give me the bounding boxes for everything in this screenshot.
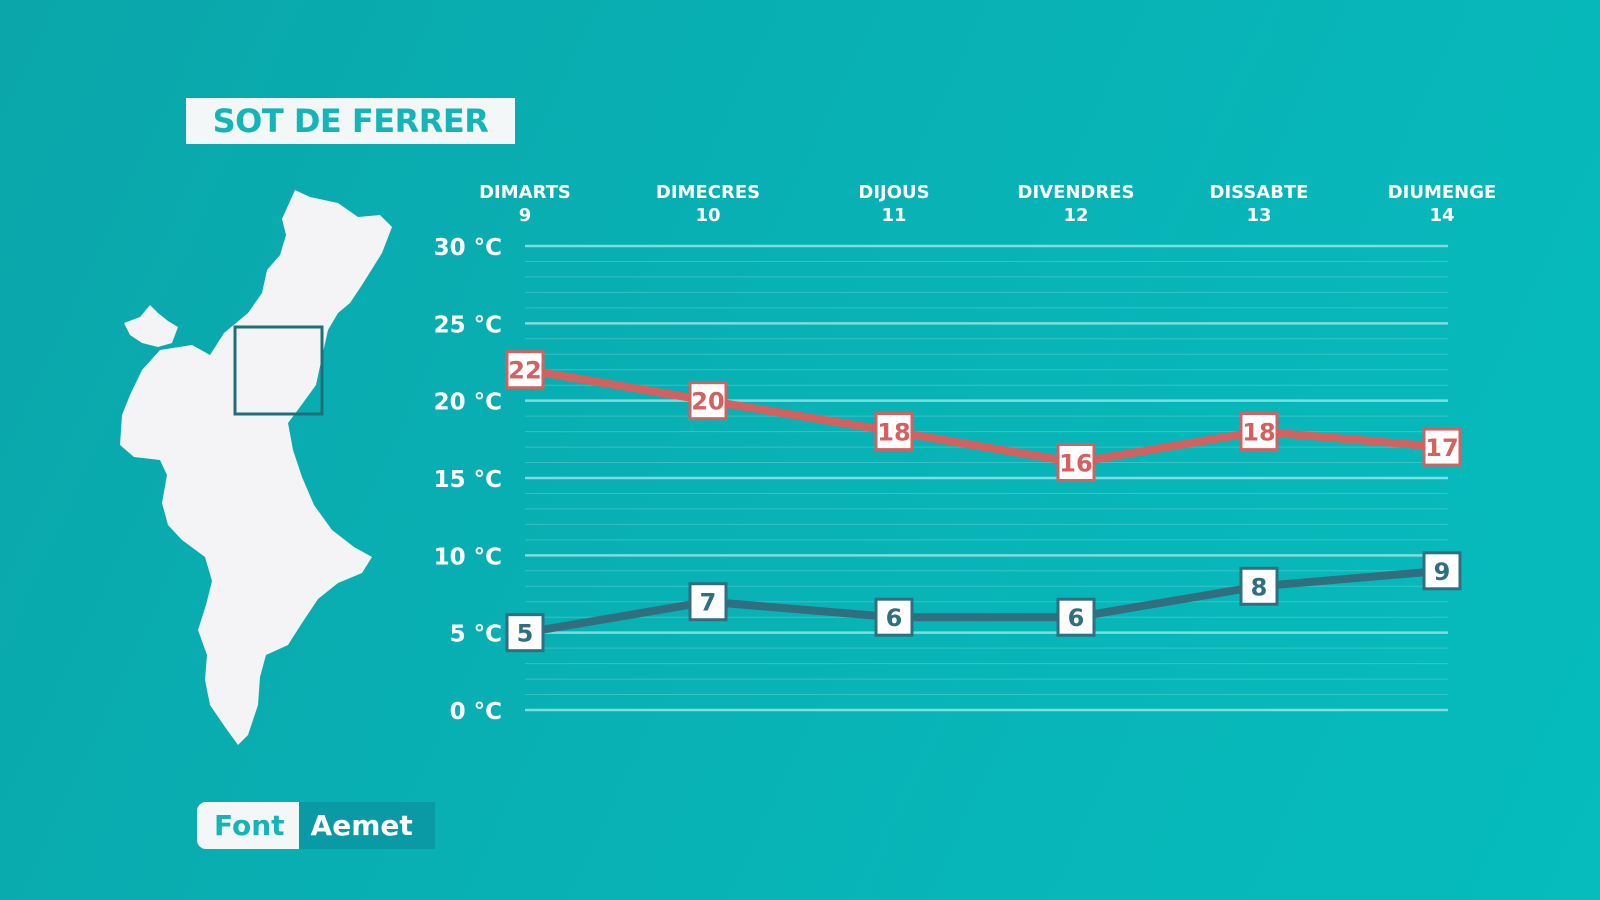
max-temp-data-label: 18 [1242,419,1275,447]
max-temp-point [505,350,545,390]
location-frame [233,325,324,416]
day-date-label: 10 [695,205,720,226]
y-tick-label: 30 °C [434,235,502,261]
min-temp-data-label: 7 [700,589,717,617]
min-temp-point [1056,597,1096,637]
day-date-label: 12 [1063,205,1088,226]
max-temp-point [1056,443,1096,483]
region-shape [120,190,392,745]
y-tick-label: 10 °C [434,544,502,570]
y-tick-label: 20 °C [434,390,502,416]
day-date-label: 13 [1246,205,1271,226]
min-temp-point [874,597,914,637]
min-temp-data-label: 9 [1434,558,1451,586]
location-title-box: SOT DE FERRER [186,98,515,144]
min-temp-point [1422,551,1462,591]
y-tick-label: 25 °C [434,312,502,338]
max-temp-point [1239,412,1279,452]
source-label: Font [197,802,299,849]
min-temp-point [505,613,545,653]
min-temp-data-label: 6 [886,604,903,632]
region-map [110,185,410,760]
location-title: SOT DE FERRER [212,102,489,140]
min-temp-data-label: 6 [1068,604,1085,632]
min-temp-data-label: 8 [1251,573,1268,601]
max-temp-data-label: 22 [508,357,541,385]
y-tick-label: 5 °C [450,622,502,648]
day-name-label: DIUMENGE [1388,182,1497,203]
max-temp-point [874,412,914,452]
min-temp-data-label: 5 [517,620,534,648]
region-map-icon [120,190,392,745]
day-name-label: DISSABTE [1210,182,1309,203]
day-date-label: 14 [1429,205,1454,226]
max-temp-data-label: 20 [691,388,724,416]
day-name-label: DIJOUS [858,182,929,203]
min-temp-line [521,566,1446,637]
min-temp-point [688,582,728,622]
day-date-label: 11 [881,205,906,226]
day-name-label: DIMARTS [479,182,571,203]
day-name-label: DIMECRES [656,182,760,203]
source-name: Aemet [298,802,435,849]
min-temp-point [1239,566,1279,606]
y-tick-label: 0 °C [450,699,502,725]
day-name-label: DIVENDRES [1018,182,1135,203]
island-shape [124,305,178,347]
y-tick-label: 15 °C [434,467,502,493]
source-credit: Font Aemet [197,802,435,849]
day-date-label: 9 [519,205,532,226]
max-temp-data-label: 16 [1059,450,1092,478]
max-temp-line [521,365,1446,467]
max-temp-data-label: 17 [1425,434,1458,462]
max-temp-point [688,381,728,421]
max-temp-data-label: 18 [877,419,910,447]
max-temp-point [1422,427,1462,467]
